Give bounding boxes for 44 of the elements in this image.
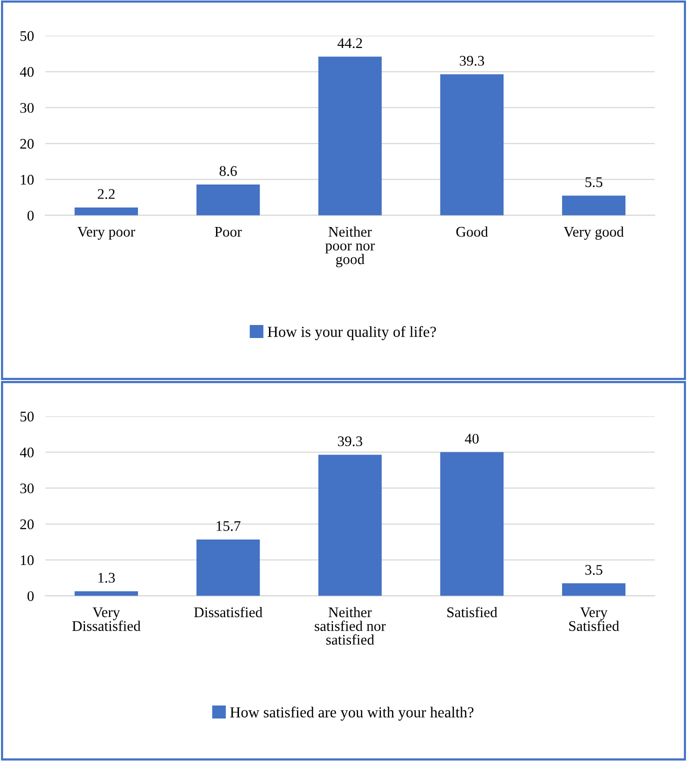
data-label: 39.3 <box>338 436 362 446</box>
x-tick-label: Very Dissatisfied <box>72 608 141 631</box>
data-label: 3.5 <box>585 564 602 575</box>
legend-label: How satisfied are you with your health? <box>230 706 474 721</box>
y-tick-label: 40 <box>20 448 34 458</box>
data-label: 40 <box>464 434 479 444</box>
data-label: 15.7 <box>216 521 240 532</box>
bar <box>318 454 382 596</box>
bar <box>440 74 504 216</box>
x-tick-label: Satisfied <box>447 606 498 618</box>
data-label: 5.5 <box>586 177 602 188</box>
y-tick-label: 20 <box>20 519 34 530</box>
x-tick-label: Dissatisfied <box>194 606 262 618</box>
y-tick-label: 40 <box>20 67 34 77</box>
data-label: 8.6 <box>220 166 237 176</box>
x-tick-label: Very poor <box>77 227 136 240</box>
data-label: 44.2 <box>338 38 362 48</box>
x-tick-label: Good <box>456 226 488 237</box>
x-tick-label: Poor <box>214 227 242 237</box>
y-tick-label: 10 <box>20 174 34 185</box>
x-tick-label: Neither poor nor good <box>325 226 375 268</box>
y-tick-label: 20 <box>20 138 34 149</box>
data-label: 2.2 <box>98 189 115 200</box>
bar <box>562 583 626 596</box>
bar <box>562 196 626 216</box>
y-tick-label: 50 <box>20 412 34 422</box>
x-tick-label: Very Satisfied <box>569 608 620 631</box>
bar <box>318 56 382 216</box>
y-tick-label: 10 <box>20 555 34 566</box>
bar <box>74 591 138 596</box>
y-tick-label: 0 <box>27 591 34 602</box>
bar <box>196 539 260 596</box>
data-label: 1.3 <box>98 572 115 583</box>
y-tick-label: 50 <box>20 31 34 41</box>
bar <box>196 184 260 216</box>
y-tick-label: 30 <box>20 102 34 113</box>
bar <box>440 452 504 596</box>
y-tick-label: 30 <box>20 483 34 494</box>
legend-label: How is your quality of life? <box>268 326 436 340</box>
x-tick-label: Very good <box>564 226 624 240</box>
bar <box>74 207 138 216</box>
data-label: 39.3 <box>460 56 484 66</box>
y-tick-label: 0 <box>27 210 34 221</box>
x-tick-label: Neither satisfied nor satisfied <box>314 606 386 645</box>
